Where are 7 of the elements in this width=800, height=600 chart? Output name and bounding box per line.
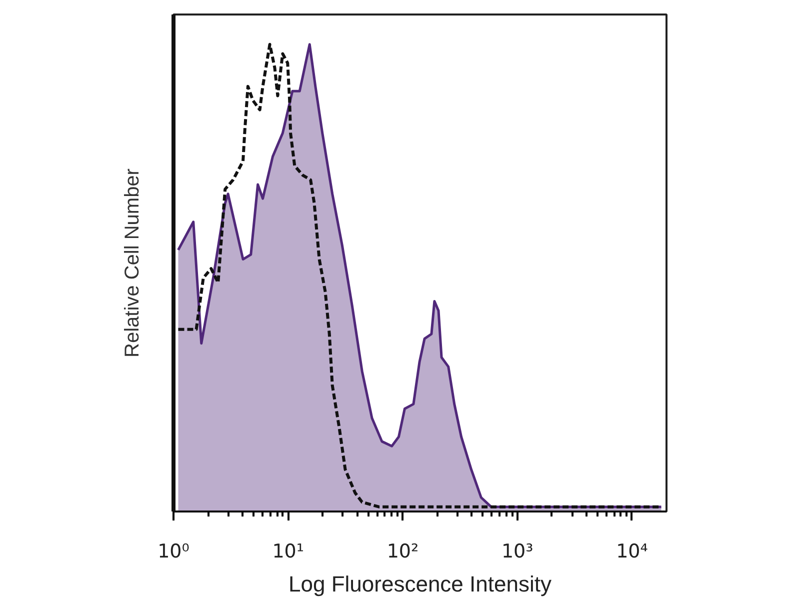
x-tick-label: 10⁴: [616, 540, 648, 562]
x-tick-label: 10⁰: [158, 540, 190, 562]
x-tick-label: 10²: [386, 540, 419, 562]
y-axis-title: Relative Cell Number: [122, 168, 144, 358]
x-tick-label: 10³: [501, 540, 534, 562]
x-tick-label: 10¹: [272, 540, 304, 562]
x-axis-title: Log Fluorescence Intensity: [288, 572, 552, 596]
